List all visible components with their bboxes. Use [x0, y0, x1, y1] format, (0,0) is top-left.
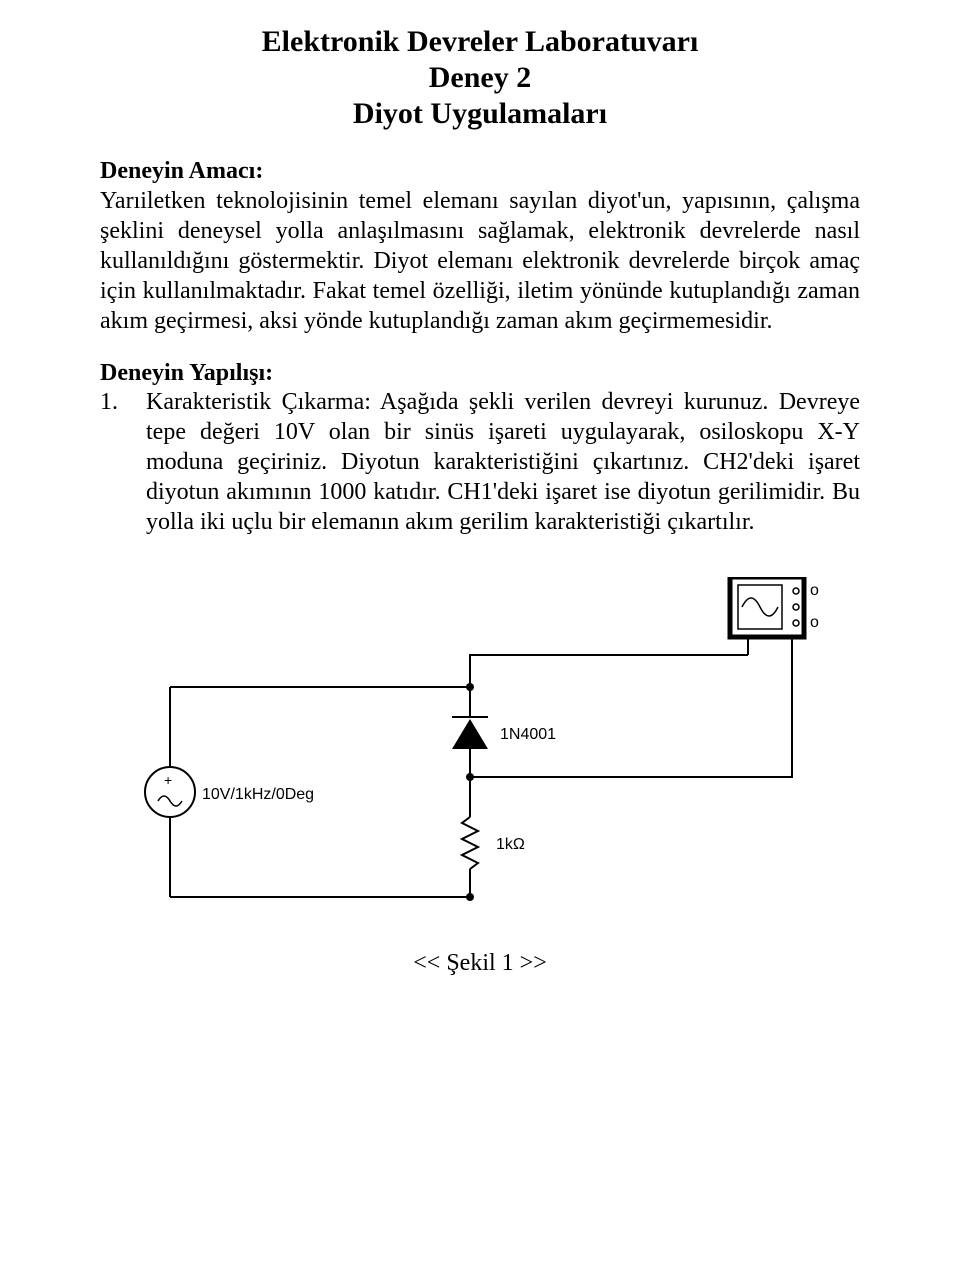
- ac-source-icon: +: [145, 767, 195, 817]
- resistor-label: 1kΩ: [496, 836, 525, 853]
- procedure-item-1-text: Karakteristik Çıkarma: Aşağıda şekli ver…: [146, 387, 860, 537]
- node-mid: [466, 773, 474, 781]
- procedure-list: 1. Karakteristik Çıkarma: Aşağıda şekli …: [100, 387, 860, 537]
- scope-knob-label-1: o: [810, 582, 819, 599]
- title-line-3: Diyot Uygulamaları: [100, 96, 860, 132]
- purpose-heading: Deneyin Amacı:: [100, 158, 263, 184]
- document-title-block: Elektronik Devreler Laboratuvarı Deney 2…: [100, 24, 860, 132]
- purpose-paragraph: Deneyin Amacı: Yarıiletken teknolojisini…: [100, 156, 860, 336]
- oscilloscope-icon: o o: [730, 577, 819, 637]
- svg-text:+: +: [164, 772, 172, 788]
- purpose-text: Yarıiletken teknolojisinin temel elemanı…: [100, 188, 860, 334]
- procedure-item-1-marker: 1.: [100, 387, 146, 417]
- node-bottom: [466, 893, 474, 901]
- title-line-1: Elektronik Devreler Laboratuvarı: [100, 24, 860, 60]
- procedure-block: Deneyin Yapılışı: 1. Karakteristik Çıkar…: [100, 360, 860, 537]
- diode-icon: [452, 717, 488, 749]
- diode-label: 1N4001: [500, 726, 556, 743]
- source-label: 10V/1kHz/0Deg: [202, 786, 314, 803]
- procedure-item-1: 1. Karakteristik Çıkarma: Aşağıda şekli …: [100, 387, 860, 537]
- figure-caption: << Şekil 1 >>: [100, 950, 860, 977]
- circuit-diagram: o o +: [110, 577, 850, 917]
- procedure-heading: Deneyin Yapılışı:: [100, 360, 860, 387]
- figure-block: o o +: [100, 577, 860, 977]
- scope-knob-label-2: o: [810, 614, 819, 631]
- title-line-2: Deney 2: [100, 60, 860, 96]
- resistor-icon: [462, 817, 478, 869]
- node-top: [466, 683, 474, 691]
